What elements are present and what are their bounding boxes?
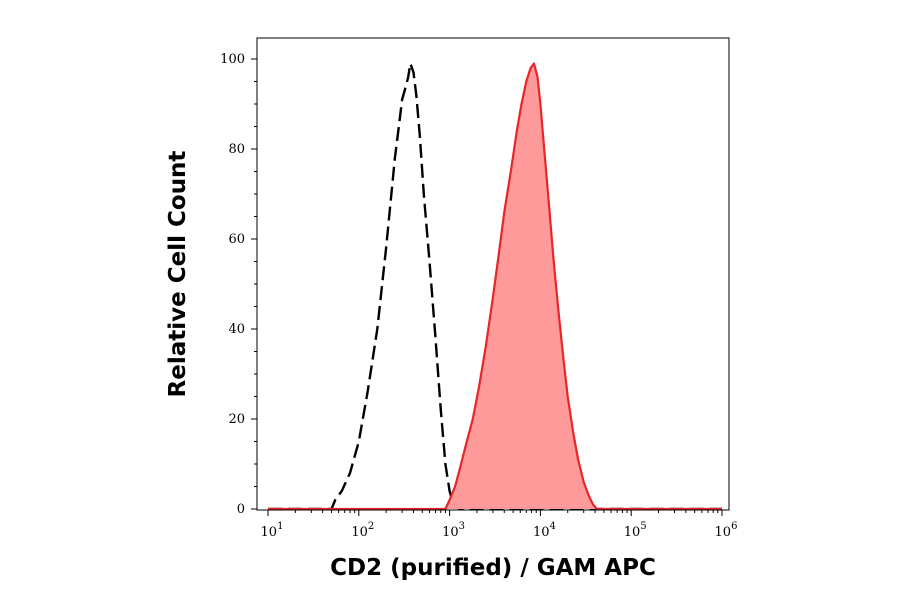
y-tick-label-0: 0	[237, 502, 245, 517]
series-1-area-line	[268, 62, 722, 511]
x-tick-exponent-2: 3	[459, 521, 465, 532]
y-tick-label-4: 80	[228, 142, 245, 157]
x-tick-label-3: 104	[533, 521, 556, 540]
series-0-dashed-line	[268, 62, 722, 511]
x-tick-exponent-1: 2	[368, 521, 374, 532]
y-axis-title: Relative Cell Count	[165, 151, 191, 398]
series-layer	[268, 62, 722, 511]
x-tick-base-1: 10	[351, 525, 368, 540]
x-tick-base-0: 10	[261, 525, 278, 540]
x-tick-label-5: 106	[715, 521, 738, 540]
x-tick-label-4: 105	[624, 521, 647, 540]
x-tick-base-4: 10	[624, 525, 641, 540]
x-tick-base-2: 10	[442, 525, 459, 540]
x-tick-label-1: 102	[351, 521, 374, 540]
x-tick-exponent-5: 6	[731, 521, 737, 532]
y-tick-label-1: 20	[228, 412, 245, 427]
y-tick-label-5: 100	[220, 52, 245, 67]
x-tick-base-3: 10	[533, 525, 550, 540]
x-tick-exponent-0: 1	[277, 521, 283, 532]
y-tick-label-3: 60	[228, 232, 245, 247]
x-axis-title: CD2 (purified) / GAM APC	[330, 555, 656, 581]
y-tick-label-2: 40	[228, 322, 245, 337]
x-tick-label-2: 103	[442, 521, 465, 540]
x-tick-base-5: 10	[715, 525, 732, 540]
x-tick-label-0: 101	[261, 521, 284, 540]
x-tick-exponent-3: 4	[549, 521, 555, 532]
x-tick-exponent-4: 5	[640, 521, 646, 532]
